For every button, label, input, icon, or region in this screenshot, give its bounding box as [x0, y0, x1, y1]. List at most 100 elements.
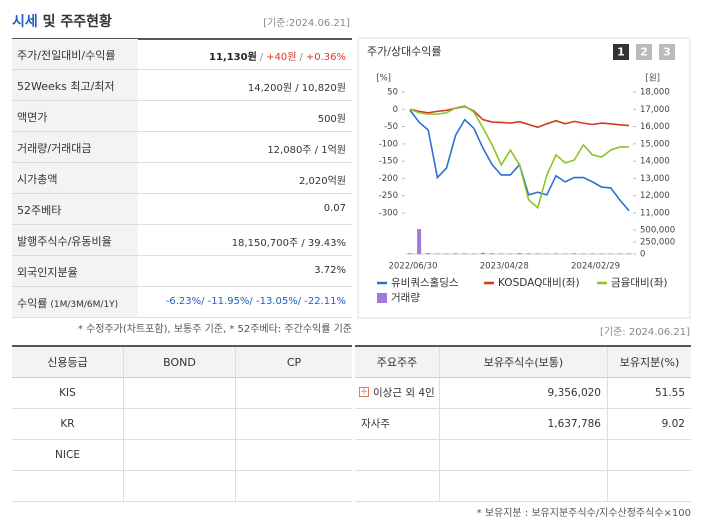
- row-value: 3.72%: [314, 265, 346, 276]
- footnote: * 보유지분 : 보유지분주식수/지수산정주식수×100: [476, 508, 691, 519]
- label-cell: [12, 163, 138, 194]
- row-label: 52주베타: [17, 202, 61, 218]
- row-value: 2,020억원: [299, 172, 346, 187]
- table-cell: KIS: [12, 378, 124, 409]
- label-cell: [12, 225, 138, 256]
- label-cell: [12, 101, 138, 132]
- header-cell: 보유주식수(보통): [440, 347, 608, 378]
- value-text: /: [259, 52, 264, 63]
- chart-frame: [357, 37, 691, 319]
- table-cell: [608, 440, 691, 471]
- row-label: 거래량/거래대금: [17, 140, 92, 156]
- table-cell: [236, 440, 352, 471]
- y-tick-label: 50: [387, 88, 398, 98]
- value-text: +0.36%: [305, 52, 346, 63]
- y-tick-label: 0: [393, 105, 398, 115]
- volume-bar: [526, 253, 531, 254]
- row-value: -6.23%/ -11.95%/ -13.05%/ -22.11%: [166, 296, 346, 307]
- tab-button[interactable]: [636, 44, 652, 60]
- y2-tick-label: 17,000: [640, 105, 670, 115]
- label-cell: [12, 70, 138, 101]
- legend-swatch: [377, 293, 387, 303]
- table-cell: KR: [12, 409, 124, 440]
- y3-tick-label: 500,000: [640, 226, 675, 236]
- tab-button[interactable]: [613, 44, 629, 60]
- volume-bar: [627, 253, 631, 254]
- y2-tick-label: 13,000: [640, 174, 670, 184]
- y-tick-label: -250: [379, 191, 398, 201]
- value-cell: [138, 132, 352, 163]
- value-cell: [138, 256, 352, 287]
- y2-tick-label: 16,000: [640, 122, 670, 132]
- table-cell: [355, 440, 440, 471]
- value-text: /: [299, 52, 303, 63]
- volume-bar: [517, 253, 522, 254]
- volume-bar: [535, 253, 540, 254]
- volume-bar: [417, 229, 422, 254]
- chart-title: 주가/상대수익률: [367, 45, 442, 58]
- header-cell: 주요주주: [355, 347, 440, 378]
- row-value: 11,130원 / +40원 / +0.36%: [209, 48, 346, 63]
- table-cell: [440, 440, 608, 471]
- legend-label: 금융대비(좌): [611, 277, 668, 289]
- value-cell: [138, 101, 352, 132]
- tab-button-label[interactable]: 2: [640, 46, 648, 59]
- label-text: 시가총액: [17, 173, 58, 186]
- table-cell: 1,637,786: [440, 409, 608, 440]
- tab-button-label[interactable]: 3: [663, 46, 671, 59]
- header-cell: 보유지분(%): [608, 347, 691, 378]
- y2-tick-label: 11,000: [640, 209, 670, 219]
- table-top-border: [12, 345, 352, 347]
- row-value: 500원: [318, 110, 346, 125]
- y2-tick-label: 15,000: [640, 139, 670, 149]
- series-line: [409, 105, 630, 129]
- value-cell: [138, 194, 352, 225]
- table-cell: [124, 440, 236, 471]
- series-line: [409, 104, 629, 210]
- value-text: 14,200원 / 10,820원: [247, 83, 346, 94]
- table-cell: [124, 378, 236, 409]
- y3-tick-label: 250,000: [640, 238, 675, 248]
- row-label: 시가총액: [17, 171, 57, 187]
- row-value: 12,080주 / 1억원: [267, 141, 346, 156]
- tab-button[interactable]: [659, 44, 675, 60]
- y-tick-label: -150: [379, 157, 398, 167]
- y-tick-label: -100: [379, 139, 398, 149]
- label-cell: [12, 256, 138, 287]
- table-cell: 이상근 외 4인: [355, 378, 440, 409]
- title-rest: 및 주주현황: [42, 14, 112, 30]
- label-cell: [12, 132, 138, 163]
- y-tick-label: -300: [379, 209, 398, 219]
- y-tick-label: -200: [379, 174, 398, 184]
- y2-tick-label: 12,000: [640, 191, 670, 201]
- volume-bar: [499, 253, 504, 254]
- label-text: 52주베타: [17, 204, 62, 217]
- volume-bar: [462, 253, 467, 254]
- row-label: 주가/전일대비/수익률: [17, 47, 116, 63]
- table-cell: NICE: [12, 440, 124, 471]
- label-text: 액면가: [17, 111, 48, 124]
- label-text: 발행주식수/유동비율: [17, 235, 112, 248]
- label-cell: [12, 39, 138, 70]
- header-cell: BOND: [124, 347, 236, 378]
- value-text: 2,020억원: [298, 176, 346, 187]
- x-tick-label: 2022/06/30: [389, 262, 438, 272]
- table-cell: [12, 471, 124, 502]
- volume-bar: [572, 253, 577, 254]
- legend-label: 유비쿼스홀딩스: [391, 276, 459, 289]
- header-cell: 신용등급: [12, 347, 124, 378]
- volume-bar: [481, 252, 485, 254]
- value-cell: [138, 225, 352, 256]
- table-cell: [236, 471, 352, 502]
- expand-icon: +: [359, 387, 369, 397]
- y2-tick-label: 18,000: [640, 88, 670, 98]
- label-text: 52Weeks 최고/최저: [17, 80, 115, 93]
- table-top-border: [355, 345, 691, 347]
- tab-button-label[interactable]: 1: [617, 46, 625, 59]
- value-text: 11,130원: [208, 52, 257, 63]
- value-text: 18,150,700주 / 39.43%: [231, 238, 346, 249]
- y3-tick-label: 0: [640, 250, 645, 260]
- chart-base-date: [기준: 2024.06.21]: [599, 327, 690, 338]
- table-cell: [236, 409, 352, 440]
